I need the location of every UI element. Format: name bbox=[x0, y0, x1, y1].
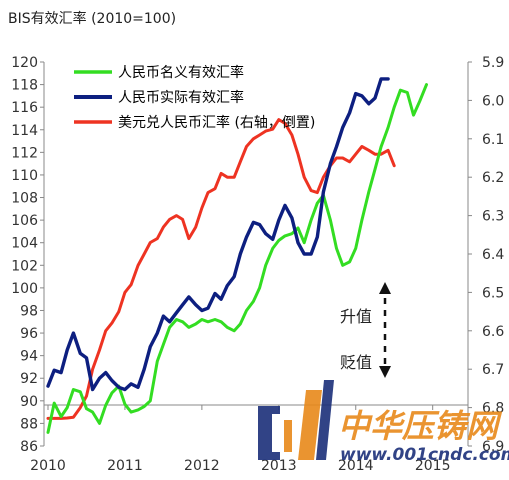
left-tick-label: 100 bbox=[11, 281, 38, 297]
left-tick-label: 116 bbox=[11, 100, 38, 116]
left-tick-label: 86 bbox=[20, 439, 38, 455]
left-tick-label: 98 bbox=[20, 303, 38, 319]
x-tick-label: 2011 bbox=[107, 458, 143, 474]
right-tick-label: 6.7 bbox=[482, 362, 504, 378]
legend-label: 美元兑人民币汇率 (右轴，倒置) bbox=[118, 114, 315, 131]
series-lines bbox=[46, 77, 428, 434]
series-line-0 bbox=[46, 83, 428, 434]
left-tick-label: 102 bbox=[11, 258, 38, 274]
x-tick-label: 2012 bbox=[184, 458, 220, 474]
left-tick-label: 120 bbox=[11, 55, 38, 71]
right-tick-label: 6.5 bbox=[482, 285, 504, 301]
left-tick-label: 88 bbox=[20, 416, 38, 432]
left-tick-label: 92 bbox=[20, 371, 38, 387]
right-tick-label: 5.9 bbox=[482, 55, 504, 71]
left-tick-label: 108 bbox=[11, 191, 38, 207]
right-tick-label: 6.0 bbox=[482, 93, 504, 109]
left-tick-label: 118 bbox=[11, 78, 38, 94]
chart-title: BIS有效汇率 (2010=100) bbox=[8, 11, 177, 27]
x-tick-label: 2010 bbox=[30, 458, 66, 474]
x-tick-label: 2013 bbox=[261, 458, 297, 474]
left-tick-label: 104 bbox=[11, 236, 38, 252]
axes: 86 88 90 92 94 96 98 100 102 104 106 108 110 112 114 11… bbox=[11, 55, 504, 474]
right-tick-label: 6.9 bbox=[482, 439, 504, 455]
right-tick-label: 6.1 bbox=[482, 132, 504, 148]
x-tick-label: 2014 bbox=[338, 458, 374, 474]
left-tick-label: 112 bbox=[11, 145, 38, 161]
down-arrow-icon bbox=[379, 366, 391, 378]
watermark-url: www.001cndc.com bbox=[340, 445, 509, 465]
x-tick-label: 2015 bbox=[415, 458, 451, 474]
annotation-appreciate: 升值 bbox=[340, 307, 372, 326]
left-tick-label: 94 bbox=[20, 349, 38, 365]
left-tick-label: 110 bbox=[11, 168, 38, 184]
series-line-1 bbox=[46, 77, 390, 392]
watermark-logo-icon bbox=[258, 406, 264, 460]
right-tick-label: 6.2 bbox=[482, 170, 504, 186]
left-tick-label: 106 bbox=[11, 213, 38, 229]
left-tick-label: 96 bbox=[20, 326, 38, 342]
annotation-depreciate: 贬值 bbox=[340, 353, 372, 372]
legend-label: 人民币名义有效汇率 bbox=[118, 64, 244, 81]
watermark-brand: 中华压铸网 bbox=[338, 407, 503, 445]
legend-label: 人民币实际有效汇率 bbox=[118, 89, 244, 106]
series-line-2 bbox=[46, 118, 396, 420]
up-arrow-icon bbox=[379, 282, 391, 294]
left-tick-label: 114 bbox=[11, 123, 38, 139]
right-tick-label: 6.6 bbox=[482, 324, 504, 340]
right-tick-label: 6.4 bbox=[482, 247, 504, 263]
right-tick-label: 6.3 bbox=[482, 209, 504, 225]
right-tick-label: 6.8 bbox=[482, 401, 504, 417]
left-tick-label: 90 bbox=[20, 394, 38, 410]
